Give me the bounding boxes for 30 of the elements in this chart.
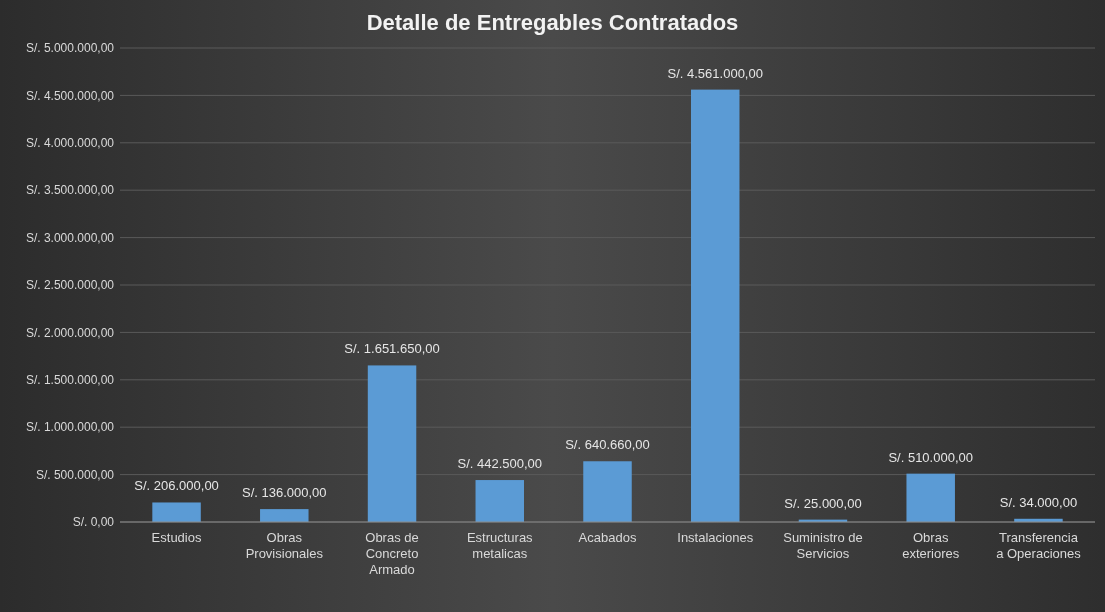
y-tick-label: S/. 500.000,00 [35, 467, 115, 482]
y-tick-label: S/. 5.000.000,00 [25, 41, 115, 56]
data-label: S/. 442.500,00 [457, 456, 543, 472]
y-tick-label: S/. 1.000.000,00 [25, 420, 115, 435]
y-tick-label: S/. 4.000.000,00 [25, 136, 115, 150]
y-tick-label: S/. 1.500.000,00 [25, 373, 115, 387]
y-tick-label: S/. 3.000.000,00 [25, 230, 115, 245]
x-tick-label: Estructuras metalicas [466, 530, 534, 561]
x-tick-label: Acabados [578, 530, 637, 545]
y-tick-label: S/. 0,00 [72, 515, 115, 530]
y-tick-label: S/. 3.500.000,00 [25, 183, 115, 198]
data-label: S/. 510.000,00 [888, 449, 973, 465]
x-tick-label: Obras Provisionales [245, 530, 324, 561]
y-tick-label: S/. 2.000.000,00 [25, 325, 115, 340]
data-label: S/. 1.651.650,00 [344, 341, 440, 357]
data-label: S/. 25.000,00 [784, 495, 862, 511]
y-tick-label: S/. 2.500.000,00 [25, 278, 115, 293]
data-label: S/. 640.660,00 [565, 437, 650, 453]
data-label: S/. 206.000,00 [134, 478, 219, 494]
x-tick-label: Transferencia a Operaciones [996, 530, 1082, 561]
x-tick-label: Obras exteriores [902, 530, 960, 561]
data-label: S/. 34.000,00 [999, 494, 1078, 510]
data-label: S/. 136.000,00 [242, 485, 327, 501]
x-tick-label: Obras de Concreto Armado [365, 530, 419, 577]
data-label: S/. 4.561.000,00 [667, 65, 763, 81]
y-tick-label: S/. 4.500.000,00 [25, 88, 115, 103]
x-tick-label: Estudios [151, 530, 202, 545]
x-tick-label: Instalaciones [677, 530, 754, 545]
x-tick-label: Suministro de Servicios [783, 530, 863, 561]
chart-title: Detalle de Entregables Contratados [366, 10, 739, 35]
